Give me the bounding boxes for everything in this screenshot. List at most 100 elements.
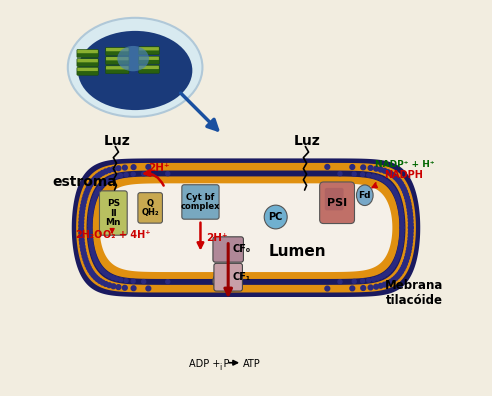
Circle shape <box>400 184 405 188</box>
Circle shape <box>400 267 405 272</box>
Text: NADP⁺ + H⁺: NADP⁺ + H⁺ <box>375 160 434 169</box>
Circle shape <box>111 176 115 180</box>
FancyBboxPatch shape <box>106 48 129 55</box>
Circle shape <box>123 286 127 290</box>
Circle shape <box>406 249 411 254</box>
Circle shape <box>400 212 403 216</box>
FancyBboxPatch shape <box>77 59 98 67</box>
Circle shape <box>407 243 412 248</box>
Circle shape <box>98 267 102 270</box>
Circle shape <box>98 185 102 189</box>
Circle shape <box>80 206 85 211</box>
Circle shape <box>83 194 88 198</box>
FancyBboxPatch shape <box>139 47 159 50</box>
Circle shape <box>84 260 89 265</box>
Circle shape <box>124 279 128 283</box>
Circle shape <box>387 182 391 186</box>
Circle shape <box>107 168 112 173</box>
Circle shape <box>105 179 109 183</box>
Circle shape <box>361 165 366 170</box>
Circle shape <box>392 188 396 192</box>
Circle shape <box>83 257 88 262</box>
FancyBboxPatch shape <box>106 57 128 60</box>
Text: CF₁: CF₁ <box>233 272 251 282</box>
Circle shape <box>408 225 413 230</box>
Ellipse shape <box>213 272 232 290</box>
Circle shape <box>94 192 98 196</box>
Circle shape <box>338 280 342 284</box>
Circle shape <box>123 165 127 170</box>
Circle shape <box>398 246 402 250</box>
Circle shape <box>385 281 390 286</box>
Circle shape <box>93 256 97 260</box>
Circle shape <box>407 246 411 251</box>
Circle shape <box>80 210 85 215</box>
Text: Luz: Luz <box>294 133 321 148</box>
FancyBboxPatch shape <box>106 57 129 65</box>
Circle shape <box>103 282 108 286</box>
Text: NADPH: NADPH <box>384 170 423 181</box>
Circle shape <box>403 192 408 197</box>
Circle shape <box>166 172 170 176</box>
Circle shape <box>325 286 330 291</box>
Circle shape <box>79 238 84 242</box>
Circle shape <box>375 276 379 280</box>
FancyBboxPatch shape <box>325 188 343 210</box>
Circle shape <box>131 279 135 283</box>
Circle shape <box>382 168 387 173</box>
FancyBboxPatch shape <box>77 50 98 57</box>
Circle shape <box>388 280 393 284</box>
Circle shape <box>400 229 404 233</box>
Circle shape <box>400 219 404 223</box>
Circle shape <box>89 241 93 245</box>
FancyBboxPatch shape <box>106 66 128 69</box>
Ellipse shape <box>264 205 287 229</box>
Circle shape <box>393 175 398 179</box>
Circle shape <box>400 226 404 230</box>
Circle shape <box>407 205 411 209</box>
Circle shape <box>90 270 94 275</box>
Circle shape <box>408 218 413 223</box>
Text: Fd: Fd <box>359 191 371 200</box>
Circle shape <box>93 176 98 181</box>
Circle shape <box>374 166 378 171</box>
Circle shape <box>325 164 330 169</box>
Circle shape <box>90 204 94 208</box>
Circle shape <box>404 255 409 260</box>
Circle shape <box>378 284 383 288</box>
Circle shape <box>395 194 399 198</box>
Circle shape <box>119 173 123 177</box>
Circle shape <box>97 264 101 268</box>
Circle shape <box>387 270 391 274</box>
Circle shape <box>93 275 98 280</box>
Circle shape <box>124 173 128 177</box>
Text: Cyt bf
complex: Cyt bf complex <box>181 192 220 211</box>
Circle shape <box>361 286 366 290</box>
Circle shape <box>403 259 408 263</box>
Circle shape <box>375 175 379 179</box>
Circle shape <box>361 173 365 177</box>
Circle shape <box>398 202 401 206</box>
Circle shape <box>401 264 406 269</box>
Circle shape <box>82 254 87 259</box>
Circle shape <box>407 208 412 213</box>
Circle shape <box>391 278 396 282</box>
Circle shape <box>111 284 116 289</box>
Circle shape <box>402 189 407 194</box>
Circle shape <box>408 232 413 237</box>
Ellipse shape <box>225 276 241 291</box>
Circle shape <box>397 179 402 184</box>
Circle shape <box>396 255 400 259</box>
Circle shape <box>408 239 412 244</box>
Circle shape <box>389 268 393 272</box>
Circle shape <box>405 252 410 257</box>
Circle shape <box>103 169 108 174</box>
Circle shape <box>85 188 90 192</box>
Ellipse shape <box>357 185 373 206</box>
Circle shape <box>107 283 112 287</box>
Circle shape <box>379 275 383 279</box>
Circle shape <box>81 251 86 255</box>
Circle shape <box>95 262 99 266</box>
Circle shape <box>378 167 383 172</box>
Circle shape <box>91 273 96 278</box>
